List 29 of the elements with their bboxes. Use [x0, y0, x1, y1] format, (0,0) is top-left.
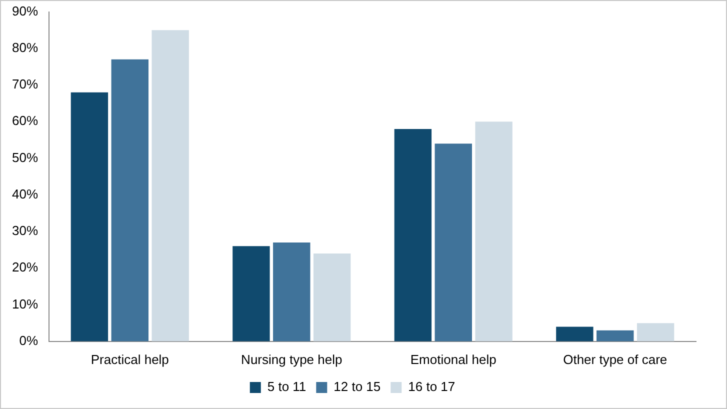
legend-label: 5 to 11 — [267, 379, 306, 394]
y-tick-label: 40% — [12, 186, 38, 202]
y-tick-label: 80% — [12, 40, 38, 55]
bar — [596, 330, 634, 342]
bar — [313, 254, 351, 342]
bar — [111, 59, 148, 342]
y-tick-label: 70% — [12, 76, 38, 92]
bar — [475, 122, 512, 342]
x-tick-label: Nursing type help — [241, 352, 342, 367]
bar — [394, 128, 432, 342]
legend-label: 12 to 15 — [334, 379, 381, 394]
bar — [70, 92, 108, 342]
y-tick-label: 0% — [19, 332, 38, 348]
x-tick-label: Other type of care — [563, 352, 668, 367]
bar — [636, 323, 674, 342]
y-tick-label: 30% — [12, 223, 38, 238]
legend-label: 16 to 17 — [408, 379, 456, 394]
bar — [556, 326, 594, 342]
x-tick-label: Practical help — [90, 352, 169, 367]
y-tick-label: 20% — [12, 260, 38, 275]
bar — [273, 242, 310, 342]
x-tick-label: Emotional help — [410, 352, 496, 367]
y-tick-label: 90% — [12, 3, 38, 18]
y-tick-label: 50% — [12, 150, 38, 165]
bar — [434, 144, 472, 342]
y-tick-label: 60% — [12, 113, 38, 128]
y-tick-label: 10% — [12, 296, 38, 312]
bar — [152, 30, 189, 342]
bar — [232, 246, 270, 342]
